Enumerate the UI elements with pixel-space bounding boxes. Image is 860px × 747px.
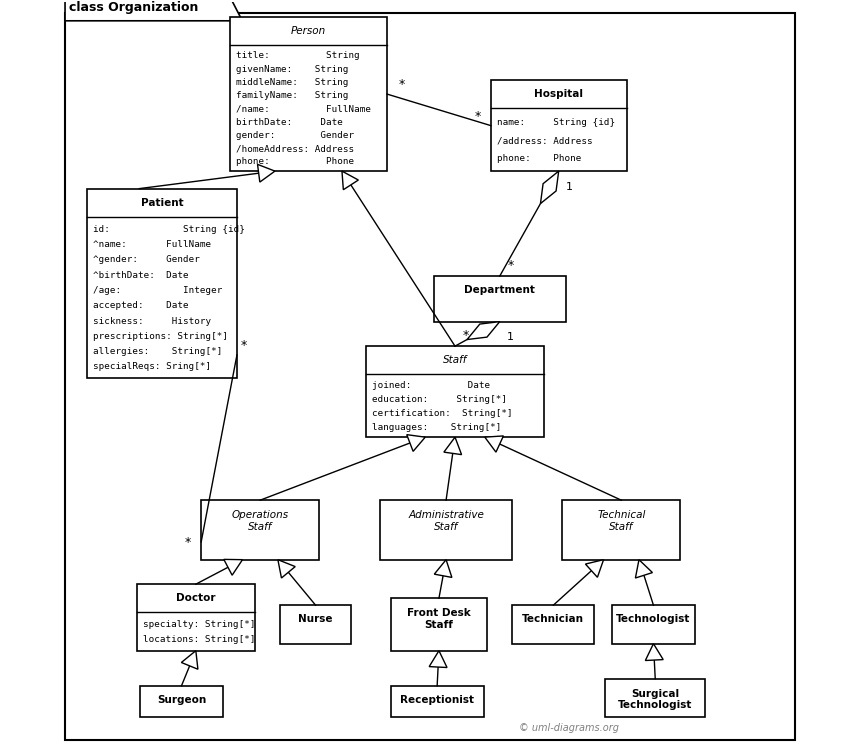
Text: familyName:   String: familyName: String — [236, 91, 348, 100]
FancyBboxPatch shape — [366, 346, 544, 437]
Text: class Organization: class Organization — [69, 1, 198, 14]
Text: 1: 1 — [566, 182, 573, 192]
Polygon shape — [434, 560, 452, 577]
Text: name:     String {id}: name: String {id} — [497, 118, 615, 127]
Text: specialty: String[*]: specialty: String[*] — [143, 620, 255, 629]
Text: Operations
Staff: Operations Staff — [231, 510, 289, 532]
Text: /name:          FullName: /name: FullName — [236, 105, 371, 114]
Text: *: * — [463, 329, 469, 341]
Text: Technician: Technician — [522, 614, 584, 624]
Polygon shape — [586, 560, 604, 577]
Polygon shape — [278, 560, 295, 578]
Text: givenName:    String: givenName: String — [236, 65, 348, 74]
Polygon shape — [407, 435, 425, 451]
Text: Surgical
Technologist: Surgical Technologist — [618, 689, 692, 710]
Text: Hospital: Hospital — [534, 89, 583, 99]
Polygon shape — [257, 164, 275, 182]
FancyBboxPatch shape — [513, 605, 594, 644]
Text: sickness:     History: sickness: History — [93, 317, 211, 326]
Text: Staff: Staff — [443, 356, 467, 365]
Polygon shape — [467, 322, 500, 340]
FancyBboxPatch shape — [605, 679, 705, 717]
Text: gender:        Gender: gender: Gender — [236, 131, 353, 140]
Text: Receptionist: Receptionist — [400, 695, 474, 705]
Polygon shape — [429, 651, 447, 668]
FancyBboxPatch shape — [137, 584, 255, 651]
Text: phone:    Phone: phone: Phone — [497, 154, 581, 163]
Text: Administrative
Staff: Administrative Staff — [408, 510, 484, 532]
Text: /age:           Integer: /age: Integer — [93, 286, 222, 295]
Text: Department: Department — [464, 285, 535, 295]
Polygon shape — [540, 171, 559, 204]
Text: joined:          Date: joined: Date — [372, 381, 489, 390]
Text: ^birthDate:  Date: ^birthDate: Date — [93, 270, 188, 279]
Text: /address: Address: /address: Address — [497, 136, 593, 145]
Text: *: * — [398, 78, 404, 91]
Text: *: * — [475, 110, 481, 123]
Polygon shape — [65, 0, 243, 21]
FancyBboxPatch shape — [562, 500, 680, 560]
Text: 1: 1 — [507, 332, 514, 342]
Text: accepted:    Date: accepted: Date — [93, 301, 188, 310]
Text: specialReqs: Sring[*]: specialReqs: Sring[*] — [93, 362, 211, 371]
Text: certification:  String[*]: certification: String[*] — [372, 409, 513, 418]
Polygon shape — [636, 560, 653, 578]
Text: title:          String: title: String — [236, 52, 359, 61]
FancyBboxPatch shape — [390, 598, 488, 651]
FancyBboxPatch shape — [87, 188, 237, 378]
Polygon shape — [444, 437, 462, 455]
Text: ^name:       FullName: ^name: FullName — [93, 240, 211, 249]
Text: /homeAddress: Address: /homeAddress: Address — [236, 144, 353, 153]
Text: middleName:   String: middleName: String — [236, 78, 348, 87]
Text: prescriptions: String[*]: prescriptions: String[*] — [93, 332, 228, 341]
FancyBboxPatch shape — [230, 17, 387, 171]
FancyBboxPatch shape — [201, 500, 319, 560]
Text: Patient: Patient — [140, 198, 183, 208]
FancyBboxPatch shape — [380, 500, 513, 560]
FancyBboxPatch shape — [65, 13, 795, 740]
Text: Technical
Staff: Technical Staff — [597, 510, 646, 532]
Text: Nurse: Nurse — [298, 614, 333, 624]
FancyBboxPatch shape — [280, 605, 352, 644]
FancyBboxPatch shape — [390, 686, 483, 717]
Polygon shape — [342, 171, 359, 190]
Polygon shape — [224, 560, 243, 575]
Text: phone:          Phone: phone: Phone — [236, 158, 353, 167]
Text: Surgeon: Surgeon — [157, 695, 206, 705]
FancyBboxPatch shape — [612, 605, 695, 644]
Text: education:     String[*]: education: String[*] — [372, 395, 507, 404]
Polygon shape — [485, 436, 503, 452]
Text: locations: String[*]: locations: String[*] — [143, 636, 255, 645]
FancyBboxPatch shape — [140, 686, 223, 717]
Text: ^gender:     Gender: ^gender: Gender — [93, 255, 200, 264]
Text: Technologist: Technologist — [617, 614, 691, 624]
Text: Doctor: Doctor — [176, 593, 216, 604]
Text: *: * — [241, 339, 247, 352]
Text: *: * — [185, 536, 191, 548]
FancyBboxPatch shape — [433, 276, 566, 322]
Polygon shape — [645, 644, 663, 660]
Text: *: * — [507, 258, 513, 272]
FancyBboxPatch shape — [491, 80, 627, 171]
Text: languages:    String[*]: languages: String[*] — [372, 423, 501, 432]
Polygon shape — [181, 651, 198, 669]
Text: Person: Person — [291, 26, 326, 37]
Text: id:             String {id}: id: String {id} — [93, 225, 244, 234]
Text: birthDate:     Date: birthDate: Date — [236, 117, 342, 127]
Text: allergies:    String[*]: allergies: String[*] — [93, 347, 222, 356]
Text: Front Desk
Staff: Front Desk Staff — [407, 608, 470, 630]
Text: © uml-diagrams.org: © uml-diagrams.org — [519, 723, 619, 734]
